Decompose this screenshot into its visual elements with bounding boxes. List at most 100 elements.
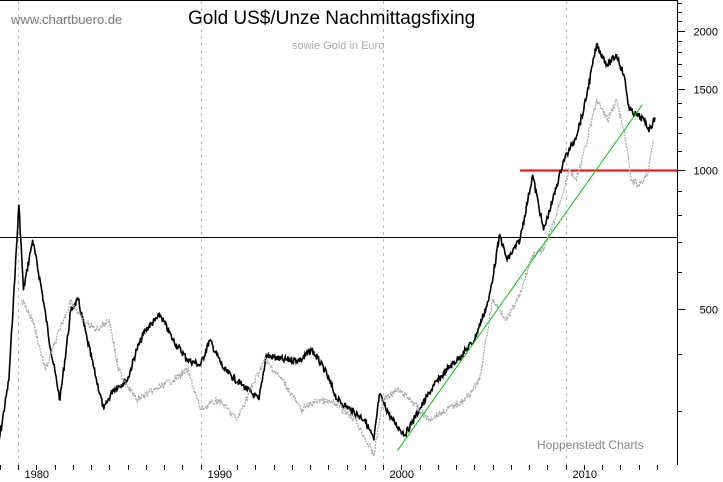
chart-subtitle: sowie Gold in Euro <box>292 40 385 52</box>
data-point <box>409 399 411 401</box>
data-point <box>464 399 466 401</box>
y-tick-label: 1500 <box>694 85 718 97</box>
data-point <box>543 249 545 251</box>
data-point <box>59 329 61 331</box>
data-point <box>643 119 645 121</box>
data-point <box>187 369 189 371</box>
data-point <box>70 299 72 301</box>
data-point <box>95 329 98 331</box>
data-point <box>647 174 649 176</box>
y-tick-label: 2000 <box>694 27 718 39</box>
data-point <box>108 319 110 321</box>
y-tick-label: 500 <box>700 305 718 317</box>
data-point <box>616 54 618 56</box>
data-point <box>637 184 640 186</box>
data-point <box>300 359 302 361</box>
data-point <box>349 408 351 411</box>
data-point <box>199 364 202 366</box>
data-point <box>355 419 357 421</box>
data-point <box>31 239 34 241</box>
data-point <box>70 309 72 311</box>
data-point <box>382 399 384 401</box>
data-point <box>654 117 656 119</box>
data-point <box>324 369 326 371</box>
data-point <box>499 234 501 236</box>
data-point <box>575 179 578 181</box>
data-point <box>555 214 557 216</box>
data-point <box>460 354 463 356</box>
data-point <box>154 389 156 391</box>
data-point <box>41 289 43 291</box>
data-point <box>397 389 399 391</box>
data-point <box>648 129 651 131</box>
data-point <box>574 139 576 141</box>
x-tick-label: 2010 <box>573 469 597 481</box>
data-point <box>21 299 23 301</box>
data-point <box>391 419 393 421</box>
data-point <box>519 294 521 296</box>
data-point <box>159 314 161 316</box>
data-point <box>8 379 10 381</box>
data-point <box>606 64 609 66</box>
data-point <box>86 339 88 341</box>
data-point <box>223 369 225 371</box>
data-point <box>258 399 260 401</box>
data-point <box>77 299 79 301</box>
data-point <box>31 319 34 321</box>
data-point <box>282 359 284 361</box>
data-point <box>563 159 565 161</box>
data-point <box>172 339 174 341</box>
data-point <box>473 339 475 341</box>
y-tick-label: 1000 <box>694 166 718 178</box>
data-point <box>136 399 138 401</box>
data-point <box>236 419 238 421</box>
data-point <box>506 259 508 261</box>
data-point <box>433 384 435 386</box>
data-point <box>446 408 448 411</box>
data-point <box>209 339 211 341</box>
data-point <box>265 354 267 356</box>
data-point <box>428 419 430 421</box>
data-point <box>18 204 20 206</box>
data-point <box>364 419 366 421</box>
data-point <box>479 379 481 381</box>
data-point <box>583 109 585 111</box>
data-point <box>136 349 138 351</box>
data-point <box>300 408 302 411</box>
data-point <box>404 434 406 436</box>
data-point <box>22 289 25 291</box>
data-point <box>628 109 630 111</box>
data-point <box>652 139 654 141</box>
watermark: www.chartbuero.de <box>11 12 123 27</box>
data-point <box>488 299 490 301</box>
data-point <box>616 99 618 101</box>
data-point <box>595 99 598 101</box>
data-point <box>50 349 52 351</box>
data-point <box>81 319 83 321</box>
data-point <box>373 454 375 456</box>
data-point <box>263 359 265 361</box>
data-point <box>378 394 380 396</box>
data-point <box>172 379 174 381</box>
plot-area <box>0 42 677 457</box>
data-point <box>199 408 202 411</box>
data-point <box>336 399 338 401</box>
data-point <box>506 319 508 321</box>
series-gold-usd <box>0 42 656 441</box>
data-point <box>532 254 534 256</box>
data-point <box>103 408 105 411</box>
data-point <box>117 369 119 371</box>
data-point <box>568 169 570 171</box>
data-point <box>418 408 421 411</box>
chart-title: Gold US$/Unze Nachmittagsfixing <box>188 8 476 29</box>
data-point <box>218 399 220 401</box>
data-point <box>552 199 554 201</box>
data-point <box>311 349 313 351</box>
data-point <box>44 369 46 371</box>
x-tick-label: 1980 <box>25 469 49 481</box>
data-point <box>241 384 244 386</box>
data-point <box>606 119 609 121</box>
source-label: Hoppenstedt Charts <box>537 438 644 452</box>
